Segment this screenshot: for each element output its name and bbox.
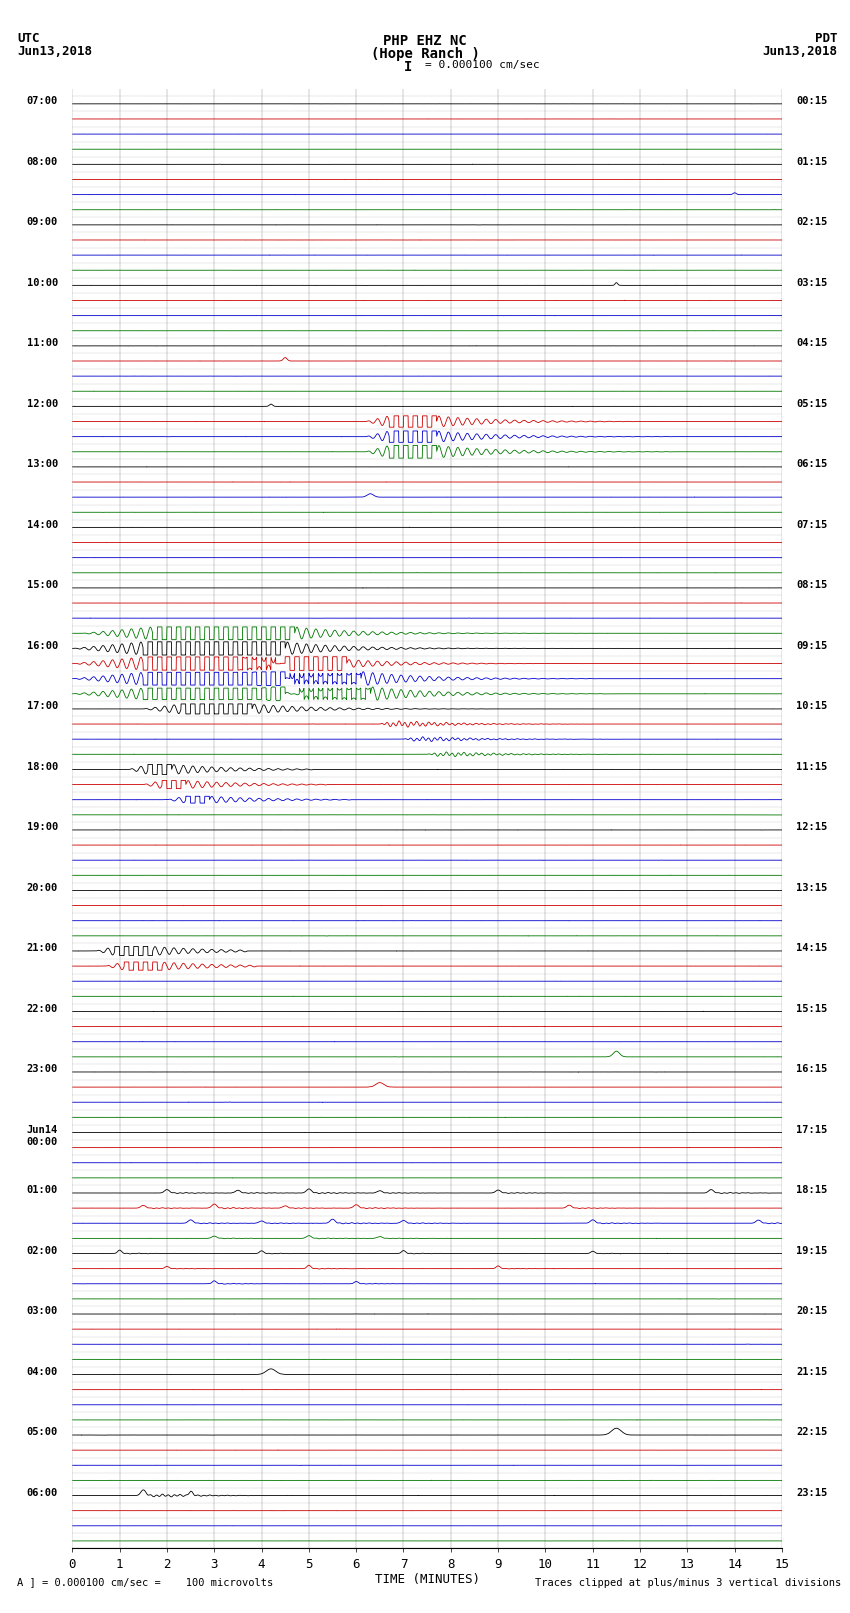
Text: 16:00: 16:00 (27, 640, 58, 652)
Text: 21:00: 21:00 (27, 944, 58, 953)
Text: 11:00: 11:00 (27, 339, 58, 348)
Text: (Hope Ranch ): (Hope Ranch ) (371, 47, 479, 61)
Text: 15:00: 15:00 (27, 581, 58, 590)
Text: 22:15: 22:15 (796, 1428, 827, 1437)
Text: 18:00: 18:00 (27, 761, 58, 773)
Text: PHP EHZ NC: PHP EHZ NC (383, 34, 467, 48)
Text: 10:15: 10:15 (796, 702, 827, 711)
Text: 05:15: 05:15 (796, 398, 827, 408)
Text: 10:00: 10:00 (27, 277, 58, 287)
X-axis label: TIME (MINUTES): TIME (MINUTES) (375, 1573, 479, 1586)
Text: 16:15: 16:15 (796, 1065, 827, 1074)
Text: 08:15: 08:15 (796, 581, 827, 590)
Text: 06:00: 06:00 (27, 1487, 58, 1498)
Text: 18:15: 18:15 (796, 1186, 827, 1195)
Text: 12:00: 12:00 (27, 398, 58, 408)
Text: Jun14
00:00: Jun14 00:00 (27, 1124, 58, 1147)
Text: 23:00: 23:00 (27, 1065, 58, 1074)
Text: 08:00: 08:00 (27, 156, 58, 166)
Text: 09:00: 09:00 (27, 218, 58, 227)
Text: 00:15: 00:15 (796, 97, 827, 106)
Text: A ] = 0.000100 cm/sec =    100 microvolts: A ] = 0.000100 cm/sec = 100 microvolts (17, 1578, 273, 1587)
Text: 04:00: 04:00 (27, 1366, 58, 1378)
Text: 13:15: 13:15 (796, 882, 827, 894)
Text: 01:00: 01:00 (27, 1186, 58, 1195)
Text: 21:15: 21:15 (796, 1366, 827, 1378)
Text: 11:15: 11:15 (796, 761, 827, 773)
Text: PDT: PDT (815, 32, 837, 45)
Text: 15:15: 15:15 (796, 1003, 827, 1015)
Text: 07:15: 07:15 (796, 519, 827, 529)
Text: 04:15: 04:15 (796, 339, 827, 348)
Text: 23:15: 23:15 (796, 1487, 827, 1498)
Text: 02:00: 02:00 (27, 1245, 58, 1257)
Text: 22:00: 22:00 (27, 1003, 58, 1015)
Text: 14:00: 14:00 (27, 519, 58, 529)
Text: 17:00: 17:00 (27, 702, 58, 711)
Text: 09:15: 09:15 (796, 640, 827, 652)
Text: 05:00: 05:00 (27, 1428, 58, 1437)
Text: 03:15: 03:15 (796, 277, 827, 287)
Text: 17:15: 17:15 (796, 1124, 827, 1136)
Text: 19:00: 19:00 (27, 823, 58, 832)
Text: UTC: UTC (17, 32, 39, 45)
Text: 06:15: 06:15 (796, 460, 827, 469)
Text: Jun13,2018: Jun13,2018 (17, 45, 92, 58)
Text: I: I (404, 60, 412, 74)
Text: 01:15: 01:15 (796, 156, 827, 166)
Text: 13:00: 13:00 (27, 460, 58, 469)
Text: 19:15: 19:15 (796, 1245, 827, 1257)
Text: 07:00: 07:00 (27, 97, 58, 106)
Text: 02:15: 02:15 (796, 218, 827, 227)
Text: 20:00: 20:00 (27, 882, 58, 894)
Text: Traces clipped at plus/minus 3 vertical divisions: Traces clipped at plus/minus 3 vertical … (536, 1578, 842, 1587)
Text: 20:15: 20:15 (796, 1307, 827, 1316)
Text: = 0.000100 cm/sec: = 0.000100 cm/sec (425, 60, 540, 69)
Text: Jun13,2018: Jun13,2018 (762, 45, 837, 58)
Text: 12:15: 12:15 (796, 823, 827, 832)
Text: 03:00: 03:00 (27, 1307, 58, 1316)
Text: 14:15: 14:15 (796, 944, 827, 953)
